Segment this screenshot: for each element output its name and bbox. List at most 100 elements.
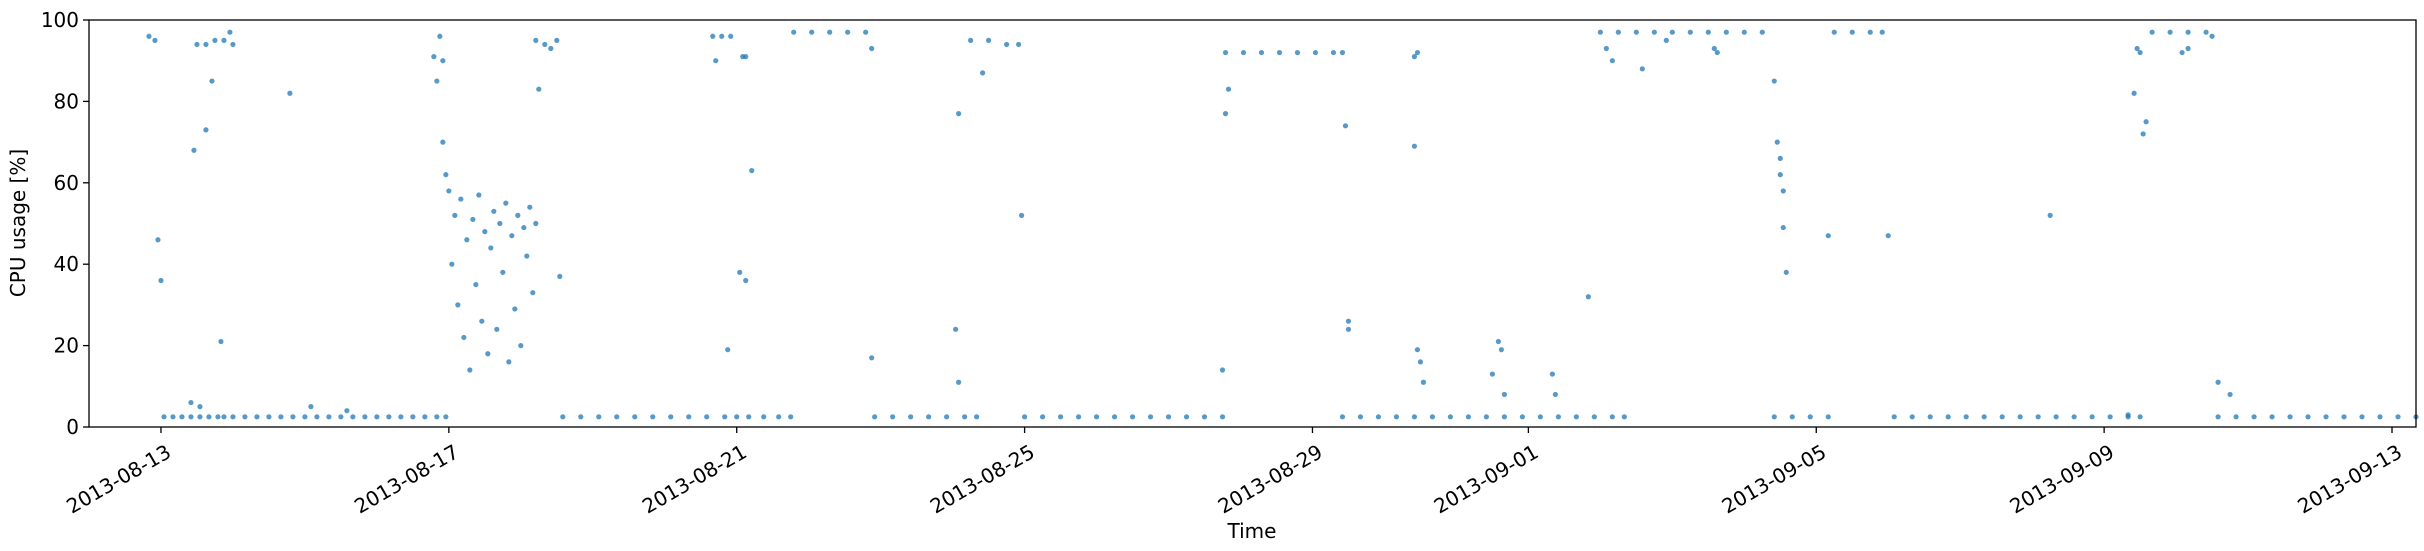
data-point <box>872 414 878 420</box>
data-point <box>2209 33 2215 39</box>
data-point <box>467 367 473 373</box>
data-point <box>1780 224 1786 231</box>
data-point <box>974 414 980 420</box>
data-point <box>461 334 467 341</box>
data-point <box>1885 233 1891 239</box>
data-point <box>479 318 485 324</box>
data-point <box>1639 66 1645 72</box>
data-point <box>449 261 455 267</box>
data-point <box>2341 414 2347 420</box>
data-point <box>650 414 656 420</box>
data-point <box>1219 414 1226 420</box>
data-point <box>1222 49 1229 56</box>
data-point <box>161 414 167 420</box>
data-point <box>1495 338 1501 345</box>
data-point <box>776 414 782 420</box>
data-point <box>1723 29 1729 35</box>
data-point <box>2287 414 2293 420</box>
data-point <box>1867 29 1873 35</box>
data-point <box>1075 414 1082 420</box>
data-point <box>215 414 221 420</box>
data-point <box>1714 49 1720 56</box>
data-point <box>2143 119 2149 125</box>
data-point <box>1780 188 1786 194</box>
data-point <box>1774 139 1780 145</box>
y-tick-label: 20 <box>54 334 79 358</box>
data-point <box>554 37 560 43</box>
data-point <box>2269 414 2275 420</box>
data-point <box>704 414 710 420</box>
data-point <box>326 414 332 420</box>
data-point <box>1411 143 1418 149</box>
data-point <box>1201 414 1208 420</box>
data-point <box>1129 414 1136 420</box>
data-point <box>188 414 194 420</box>
y-tick-label: 60 <box>54 171 79 195</box>
data-point <box>944 414 950 420</box>
data-point <box>863 29 869 35</box>
data-point <box>464 237 470 243</box>
data-point <box>422 414 428 420</box>
data-point <box>1357 414 1364 420</box>
data-point <box>728 33 734 39</box>
data-point <box>1552 391 1558 398</box>
data-point <box>1615 29 1621 35</box>
data-point <box>1111 414 1118 420</box>
data-point <box>1777 155 1783 161</box>
data-point <box>2137 49 2143 56</box>
data-point <box>1777 172 1783 178</box>
data-point <box>908 414 914 420</box>
data-point <box>1498 347 1504 353</box>
data-point <box>221 414 227 420</box>
data-point <box>2047 212 2053 218</box>
data-point <box>443 414 449 420</box>
data-point <box>506 359 512 365</box>
data-point <box>596 414 602 420</box>
data-point <box>890 414 896 420</box>
data-point <box>1165 414 1172 420</box>
data-point <box>2149 29 2155 35</box>
data-point <box>2107 414 2113 420</box>
data-point <box>473 281 479 288</box>
data-point <box>191 147 197 153</box>
data-point <box>746 414 752 420</box>
data-point <box>287 90 293 96</box>
data-point <box>722 414 728 420</box>
data-point <box>1963 414 1969 420</box>
data-point <box>410 414 416 420</box>
data-point <box>1483 414 1489 420</box>
data-point <box>209 78 215 84</box>
data-points <box>146 29 2419 420</box>
data-point <box>344 408 350 414</box>
data-point <box>1891 414 1897 420</box>
data-point <box>1016 41 1022 48</box>
data-point <box>440 58 446 64</box>
data-point <box>953 326 959 332</box>
data-point <box>1573 414 1579 420</box>
data-point <box>632 414 638 420</box>
data-point <box>470 216 476 223</box>
data-point <box>2227 391 2233 398</box>
data-point <box>203 127 209 133</box>
data-point <box>2134 45 2140 52</box>
data-point <box>1555 414 1561 420</box>
data-point <box>749 167 755 174</box>
data-point <box>512 306 518 312</box>
data-point <box>308 404 314 410</box>
data-point <box>1022 414 1028 420</box>
data-point <box>1981 414 1987 420</box>
data-point <box>2053 414 2059 420</box>
data-point <box>1312 49 1319 56</box>
data-point <box>497 220 503 227</box>
data-point <box>1342 123 1349 129</box>
data-point <box>446 188 452 194</box>
data-point <box>1759 29 1765 35</box>
axes-frame <box>88 19 2417 428</box>
data-point <box>719 33 725 39</box>
data-point <box>1831 29 1837 35</box>
data-point <box>1549 371 1555 377</box>
data-point <box>2089 414 2095 420</box>
data-point <box>374 414 380 420</box>
data-point <box>2071 414 2077 420</box>
data-point <box>1219 367 1226 373</box>
